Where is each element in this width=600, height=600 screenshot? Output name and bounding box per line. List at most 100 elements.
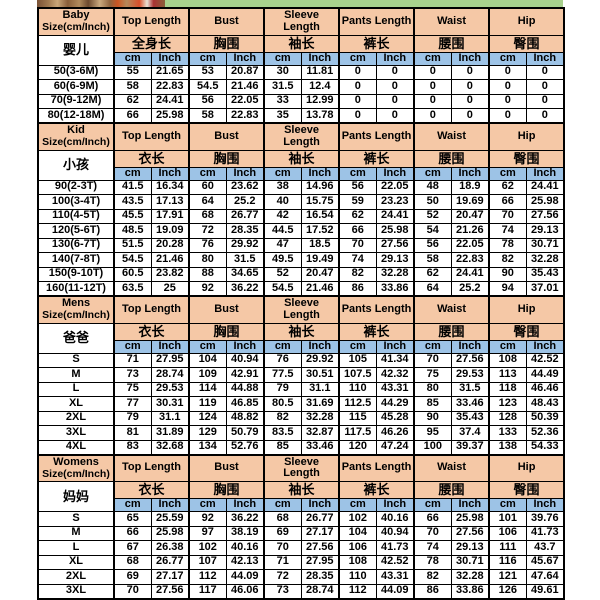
value-cell: 44.49 [525, 367, 565, 383]
value-cell: 31.5 [263, 79, 302, 95]
value-cell: 17.52 [300, 223, 340, 239]
table-row-womens-2XL: 2XL 69 27.17 112 44.09 72 28.35 110 43.31 82 32.28… [37, 569, 565, 585]
group-header-chinese: 腰围 [413, 34, 490, 53]
unit-inch-label: Inch [150, 498, 190, 512]
value-cell: 75 [113, 381, 152, 397]
value-cell: 75 [413, 367, 452, 383]
value-cell: 95 [413, 425, 452, 441]
value-cell: 53 [188, 64, 227, 80]
value-cell: 117.5 [338, 425, 377, 441]
group-header-waist: Waist [413, 122, 490, 151]
value-cell: 25.98 [150, 525, 190, 541]
value-cell: 0 [450, 108, 490, 124]
group-header-chinese: 袖长 [263, 322, 340, 341]
value-cell: 30 [263, 64, 302, 80]
value-cell: 86 [338, 281, 377, 297]
value-cell: 22.05 [375, 179, 415, 195]
value-cell: 126 [488, 583, 527, 599]
size-label: 90(2-3T) [37, 179, 115, 195]
value-cell: 39.76 [525, 511, 565, 527]
size-column-title: Womens Size(cm/Inch) [37, 453, 115, 482]
value-cell: 19.69 [450, 194, 490, 210]
section-header-row-mens: Mens Size(cm/Inch) Top Length Bust Sleeve Le… [37, 295, 565, 324]
size-label: 3XL [37, 425, 115, 441]
value-cell: 28.74 [300, 583, 340, 599]
value-cell: 50.79 [225, 425, 265, 441]
value-cell: 29.53 [150, 381, 190, 397]
value-cell: 107.5 [338, 367, 377, 383]
group-header-chinese: 胸围 [187, 481, 265, 499]
unit-cm-label: cm [263, 498, 302, 512]
section-title-line1: Womens [53, 455, 99, 468]
group-header-chinese: 臀围 [488, 149, 565, 168]
unit-cm-label: cm [113, 498, 152, 512]
value-cell: 31.69 [300, 396, 340, 412]
value-cell: 65 [113, 511, 152, 527]
value-cell: 118 [488, 381, 527, 397]
value-cell: 88 [188, 266, 227, 282]
group-header-sleeve-length: Sleeve Length [263, 122, 340, 151]
value-cell: 27.17 [150, 569, 190, 585]
value-cell: 23.23 [375, 194, 415, 210]
value-cell: 77.5 [263, 367, 302, 383]
section-header-row-kid: Kid Size(cm/Inch) Top Length Bust Sleeve Len… [37, 122, 565, 151]
value-cell: 19.49 [300, 252, 340, 268]
value-cell: 28.74 [150, 367, 190, 383]
unit-cm-label: cm [188, 51, 227, 66]
value-cell: 70 [413, 352, 452, 368]
value-cell: 28.35 [225, 223, 265, 239]
value-cell: 21.46 [300, 281, 340, 297]
group-header-chinese: 臀围 [488, 322, 565, 341]
value-cell: 78 [488, 237, 527, 253]
value-cell: 0 [525, 79, 565, 95]
group-header-chinese: 腰围 [413, 149, 490, 168]
value-cell: 41.73 [525, 525, 565, 541]
value-cell: 52.36 [525, 425, 565, 441]
value-cell: 27.95 [300, 554, 340, 570]
value-cell: 36.22 [225, 281, 265, 297]
group-header-sleeve-length: Sleeve Length [263, 295, 340, 324]
value-cell: 22.05 [450, 237, 490, 253]
value-cell: 42.13 [225, 554, 265, 570]
unit-cm-label: cm [413, 498, 452, 512]
value-cell: 46.06 [225, 583, 265, 599]
value-cell: 80.5 [263, 396, 302, 412]
value-cell: 32.68 [150, 439, 190, 455]
value-cell: 24.41 [375, 208, 415, 224]
section-title-line2: Size(cm/Inch) [42, 136, 110, 149]
value-cell: 21.46 [225, 79, 265, 95]
value-cell: 0 [488, 108, 527, 124]
value-cell: 72 [263, 569, 302, 585]
group-header-chinese: 裤长 [338, 34, 415, 53]
size-label: M [37, 525, 115, 541]
group-header-hip: Hip [488, 7, 565, 36]
value-cell: 31.5 [450, 381, 490, 397]
section-header-row-womens: Womens Size(cm/Inch) Top Length Bust Sleeve … [37, 453, 565, 482]
size-label: 2XL [37, 569, 115, 585]
group-header-chinese: 腰围 [413, 481, 490, 499]
value-cell: 62 [413, 266, 452, 282]
value-cell: 48.5 [113, 223, 152, 239]
size-label: M [37, 367, 115, 383]
group-header-chinese: 胸围 [187, 34, 265, 53]
value-cell: 106 [338, 540, 377, 556]
value-cell: 120 [338, 439, 377, 455]
size-label: S [37, 352, 115, 368]
unit-cm-label: cm [263, 166, 302, 181]
value-cell: 25.98 [450, 511, 490, 527]
group-header-waist: Waist [413, 453, 490, 482]
value-cell: 73 [263, 583, 302, 599]
table-row-kid-130(6-7T): 130(6-7T) 51.5 20.28 76 29.92 47 18.5 70 27.56 56… [37, 237, 565, 253]
value-cell: 21.65 [150, 64, 190, 80]
value-cell: 111 [488, 540, 527, 556]
size-label: 150(9-10T) [37, 266, 115, 282]
value-cell: 0 [338, 64, 377, 80]
value-cell: 45.67 [525, 554, 565, 570]
table-row-womens-3XL: 3XL 70 27.56 117 46.06 73 28.74 112 44.09 86 33.86… [37, 583, 565, 599]
value-cell: 40.16 [375, 511, 415, 527]
unit-inch-label: Inch [375, 339, 415, 354]
group-header-chinese: 胸围 [187, 149, 265, 168]
value-cell: 51.5 [113, 237, 152, 253]
value-cell: 23.82 [150, 266, 190, 282]
size-label: 100(3-4T) [37, 194, 115, 210]
